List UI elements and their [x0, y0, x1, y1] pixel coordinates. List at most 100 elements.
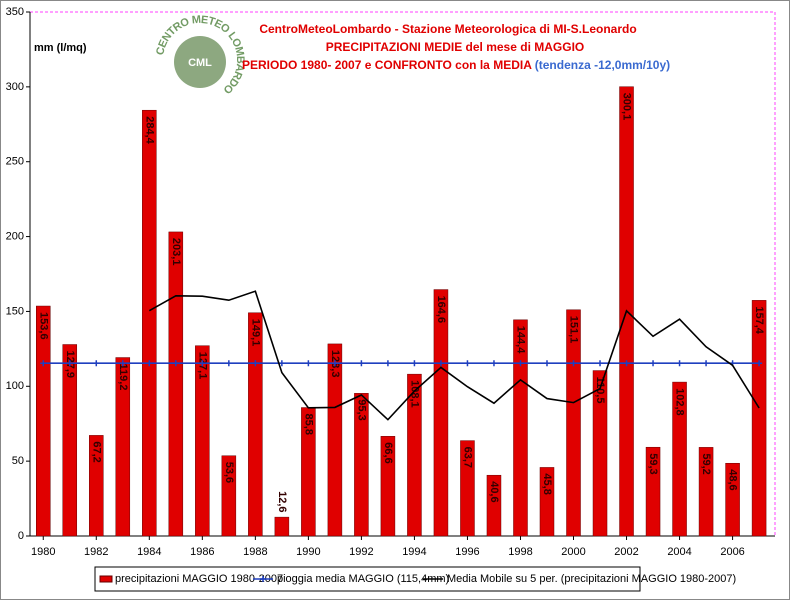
line-marker	[119, 360, 126, 367]
bar	[672, 381, 687, 537]
x-tick-label: 1998	[508, 546, 532, 558]
bar	[380, 436, 396, 537]
line-marker	[597, 360, 604, 367]
x-tick-label: 2006	[720, 546, 744, 558]
value-label: 66,6	[382, 442, 394, 463]
line-marker	[570, 360, 577, 367]
value-label: 300,1	[621, 93, 633, 121]
y-tick-label: 350	[6, 6, 24, 18]
bar	[89, 435, 104, 537]
legend-marker	[260, 576, 266, 582]
value-label: 151,1	[568, 316, 580, 344]
value-label: 153,6	[37, 312, 49, 340]
value-label: 149,1	[249, 319, 261, 347]
line-marker	[199, 360, 206, 367]
line-marker	[66, 360, 73, 367]
line-marker	[252, 360, 259, 367]
bar	[486, 474, 502, 537]
bar	[327, 343, 343, 537]
bar	[566, 309, 581, 537]
value-label: 48,6	[727, 469, 739, 490]
y-tick-label: 150	[6, 305, 24, 317]
line-marker	[411, 360, 418, 367]
line-marker	[490, 360, 497, 367]
bar	[539, 467, 555, 537]
period: PERIODO 1980- 2007 e CONFRONTO con la ME…	[242, 58, 670, 72]
line-marker	[384, 360, 391, 367]
line-marker	[358, 360, 365, 367]
bar	[142, 109, 157, 537]
x-tick-label: 1994	[402, 546, 426, 558]
logo-initials: CML	[188, 57, 212, 69]
y-tick-label: 100	[6, 380, 24, 392]
trend: (tendenza -12,0mm/10y)	[535, 58, 670, 72]
bar	[433, 289, 449, 537]
value-label: 53,6	[223, 462, 235, 483]
line-marker	[40, 360, 47, 367]
bar	[36, 305, 51, 537]
value-label: 157,4	[753, 306, 765, 334]
legend	[94, 566, 641, 592]
legend-swatch	[99, 575, 113, 583]
bar	[168, 231, 184, 537]
value-label: 164,6	[435, 296, 447, 324]
x-tick-label: 1986	[190, 546, 214, 558]
y-tick-label: 300	[6, 81, 24, 93]
value-label: 95,3	[355, 399, 367, 420]
line-marker	[676, 360, 683, 367]
value-label: 85,8	[302, 414, 314, 435]
value-label: 108,1	[409, 380, 421, 408]
x-tick-label: 2002	[614, 546, 638, 558]
chart-title: CentroMeteoLombardo - Stazione Meteorolo…	[259, 22, 636, 36]
bar	[407, 373, 422, 537]
x-tick-label: 1996	[455, 546, 479, 558]
line-marker	[225, 360, 232, 367]
y-tick-label: 0	[18, 530, 24, 542]
bar	[221, 455, 237, 537]
line-marker	[650, 360, 657, 367]
value-label: 203,1	[170, 238, 182, 266]
y-tick-label: 200	[6, 230, 24, 242]
line-marker	[93, 360, 100, 367]
x-tick-label: 1988	[243, 546, 267, 558]
bar	[592, 370, 608, 537]
value-label: 40,6	[488, 481, 500, 502]
bar	[725, 462, 740, 537]
line-marker	[172, 360, 179, 367]
value-label: 102,8	[674, 388, 686, 416]
bar	[354, 393, 369, 537]
y-axis-label: mm (l/mq)	[34, 42, 87, 54]
bar	[62, 344, 78, 537]
chart-subtitle: PRECIPITAZIONI MEDIE del mese di MAGGIO	[326, 40, 584, 54]
value-label: 59,3	[647, 453, 659, 474]
line-series	[148, 290, 760, 421]
logo-disc	[174, 36, 226, 88]
value-label: 59,2	[700, 453, 712, 474]
legend-label: precipitazioni MAGGIO 1980-2007	[115, 573, 283, 585]
value-label: 63,7	[462, 447, 474, 468]
x-tick-label: 2004	[667, 546, 691, 558]
value-label: 67,2	[90, 441, 102, 462]
value-label: 45,8	[541, 473, 553, 494]
line-marker	[543, 360, 550, 367]
bar	[645, 446, 661, 537]
bar	[751, 300, 767, 537]
line-marker	[146, 360, 153, 367]
y-tick-label: 250	[6, 156, 24, 168]
bar	[115, 357, 131, 537]
legend-label: Media Mobile su 5 per. (precipitazioni M…	[447, 573, 736, 585]
bar	[274, 516, 290, 537]
x-tick-label: 1990	[296, 546, 320, 558]
value-label: 144,4	[515, 326, 527, 354]
y-tick-label: 50	[12, 455, 24, 467]
value-label: 284,4	[143, 116, 155, 144]
value-label: 119,2	[117, 364, 129, 391]
line-marker	[623, 360, 630, 367]
legend-label: pioggia media MAGGIO (115,4mm)	[277, 573, 449, 585]
bar	[513, 319, 528, 537]
period-text: PERIODO 1980- 2007 e CONFRONTO con la ME…	[242, 58, 532, 72]
line-marker	[305, 360, 312, 367]
x-tick-label: 1982	[84, 546, 108, 558]
x-tick-label: 1984	[137, 546, 161, 558]
